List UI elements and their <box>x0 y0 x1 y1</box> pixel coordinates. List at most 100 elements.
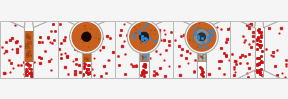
Bar <box>24 31 33 62</box>
Polygon shape <box>82 28 91 77</box>
Bar <box>147 32 148 61</box>
Polygon shape <box>255 28 264 77</box>
Bar <box>154 34 156 35</box>
Bar <box>202 49 206 51</box>
Bar <box>84 37 87 39</box>
Bar <box>86 58 89 61</box>
Bar <box>152 46 154 48</box>
Circle shape <box>129 22 159 52</box>
Bar <box>84 25 86 27</box>
Bar <box>135 32 137 34</box>
Bar <box>134 27 136 28</box>
Bar <box>26 33 29 38</box>
Bar <box>84 28 86 30</box>
Bar <box>89 35 91 37</box>
Circle shape <box>185 20 218 54</box>
Bar <box>27 41 32 45</box>
Circle shape <box>197 32 206 41</box>
Bar <box>86 40 87 42</box>
Bar <box>192 41 193 42</box>
Bar <box>30 54 32 56</box>
Bar <box>202 35 207 37</box>
Bar <box>139 25 140 26</box>
Polygon shape <box>139 28 149 77</box>
Bar <box>199 42 203 45</box>
Bar <box>155 29 156 31</box>
Bar <box>141 52 146 55</box>
Bar <box>98 38 100 40</box>
Bar <box>140 32 141 61</box>
Bar <box>29 37 31 40</box>
Circle shape <box>71 22 101 52</box>
Bar <box>25 46 31 49</box>
Bar <box>142 40 145 43</box>
Bar <box>140 33 142 34</box>
Bar <box>142 36 146 38</box>
Bar <box>197 31 206 62</box>
Bar <box>200 37 202 38</box>
Bar <box>201 32 202 33</box>
Bar <box>142 55 146 60</box>
Bar <box>25 43 29 47</box>
Bar <box>200 54 203 58</box>
Bar <box>140 44 143 47</box>
Bar <box>200 39 206 42</box>
Circle shape <box>82 32 91 42</box>
Circle shape <box>70 20 103 54</box>
Bar <box>141 56 147 58</box>
Bar <box>141 50 145 54</box>
Bar <box>84 57 88 61</box>
Bar <box>200 55 203 57</box>
Bar <box>95 37 97 38</box>
Bar <box>200 32 202 34</box>
Bar <box>82 40 87 42</box>
Bar <box>193 36 194 37</box>
Bar <box>86 48 91 52</box>
Bar <box>82 31 91 62</box>
Bar <box>195 24 196 25</box>
Bar <box>202 38 206 42</box>
Bar <box>80 38 82 40</box>
Bar <box>26 53 29 58</box>
Bar <box>26 53 29 56</box>
Bar <box>84 36 88 39</box>
Bar <box>28 52 31 54</box>
Bar <box>189 39 191 41</box>
Bar <box>86 39 88 40</box>
Bar <box>199 41 204 43</box>
Circle shape <box>139 32 149 42</box>
Bar <box>86 34 89 38</box>
Bar <box>26 35 31 39</box>
Bar <box>82 52 88 54</box>
Bar <box>141 30 146 35</box>
Bar <box>86 45 91 48</box>
Bar <box>144 34 146 35</box>
Bar <box>143 47 146 50</box>
Polygon shape <box>24 28 33 77</box>
Bar <box>84 32 87 35</box>
Bar <box>206 30 208 31</box>
Bar <box>143 58 145 60</box>
Bar <box>140 42 142 44</box>
Bar <box>90 28 92 30</box>
Bar <box>198 27 199 28</box>
Bar <box>86 28 87 30</box>
Bar <box>87 36 91 41</box>
Bar <box>89 38 90 39</box>
Bar <box>201 56 206 60</box>
Circle shape <box>127 20 161 54</box>
Bar <box>147 32 149 34</box>
Bar <box>86 40 90 44</box>
Bar <box>27 55 33 57</box>
Bar <box>202 56 207 59</box>
Bar <box>154 30 156 31</box>
Bar <box>198 23 200 24</box>
Bar <box>196 38 198 39</box>
Bar <box>88 46 89 48</box>
Circle shape <box>187 22 217 52</box>
Bar <box>151 30 152 31</box>
Bar <box>142 33 147 36</box>
Bar <box>199 44 204 49</box>
Bar <box>135 29 137 30</box>
Bar <box>197 47 199 48</box>
